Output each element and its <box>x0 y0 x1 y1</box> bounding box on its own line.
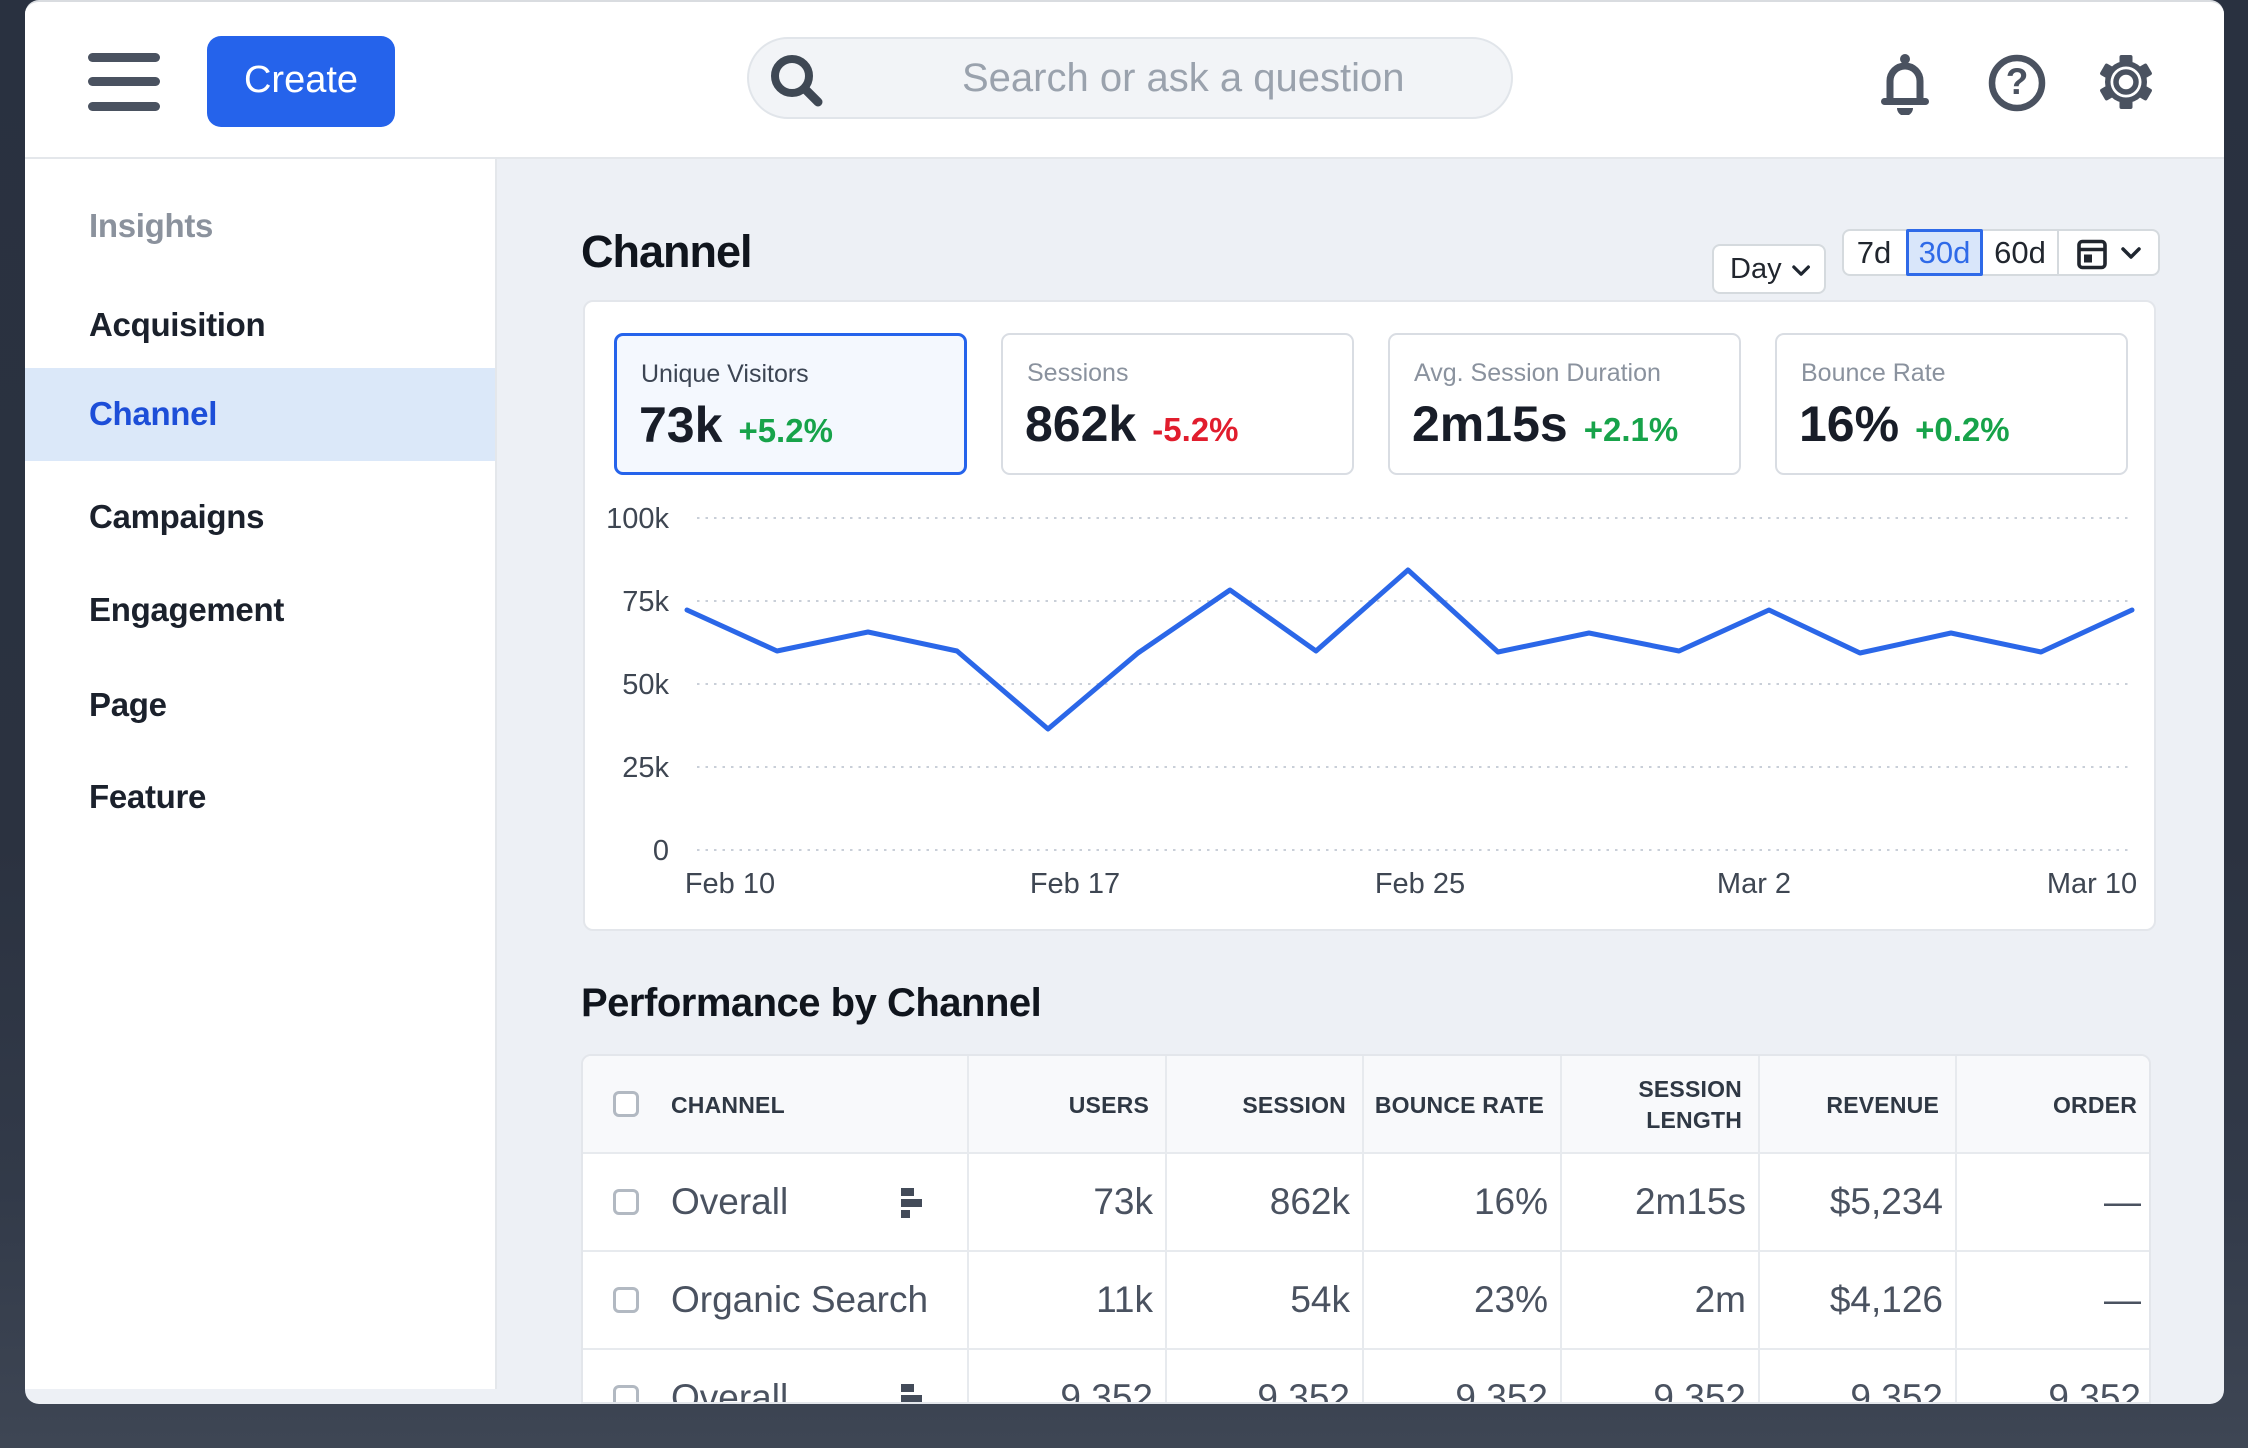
svg-text:Feb 25: Feb 25 <box>1375 868 1465 900</box>
svg-text:75k: 75k <box>622 586 669 618</box>
svg-text:50k: 50k <box>622 669 669 701</box>
svg-text:0: 0 <box>653 835 669 867</box>
svg-text:100k: 100k <box>606 503 669 535</box>
svg-text:25k: 25k <box>622 752 669 784</box>
svg-text:Feb 17: Feb 17 <box>1030 868 1120 900</box>
svg-text:Mar 2: Mar 2 <box>1717 868 1791 900</box>
svg-text:Feb 10: Feb 10 <box>685 868 775 900</box>
svg-text:Mar 10: Mar 10 <box>2047 868 2137 900</box>
